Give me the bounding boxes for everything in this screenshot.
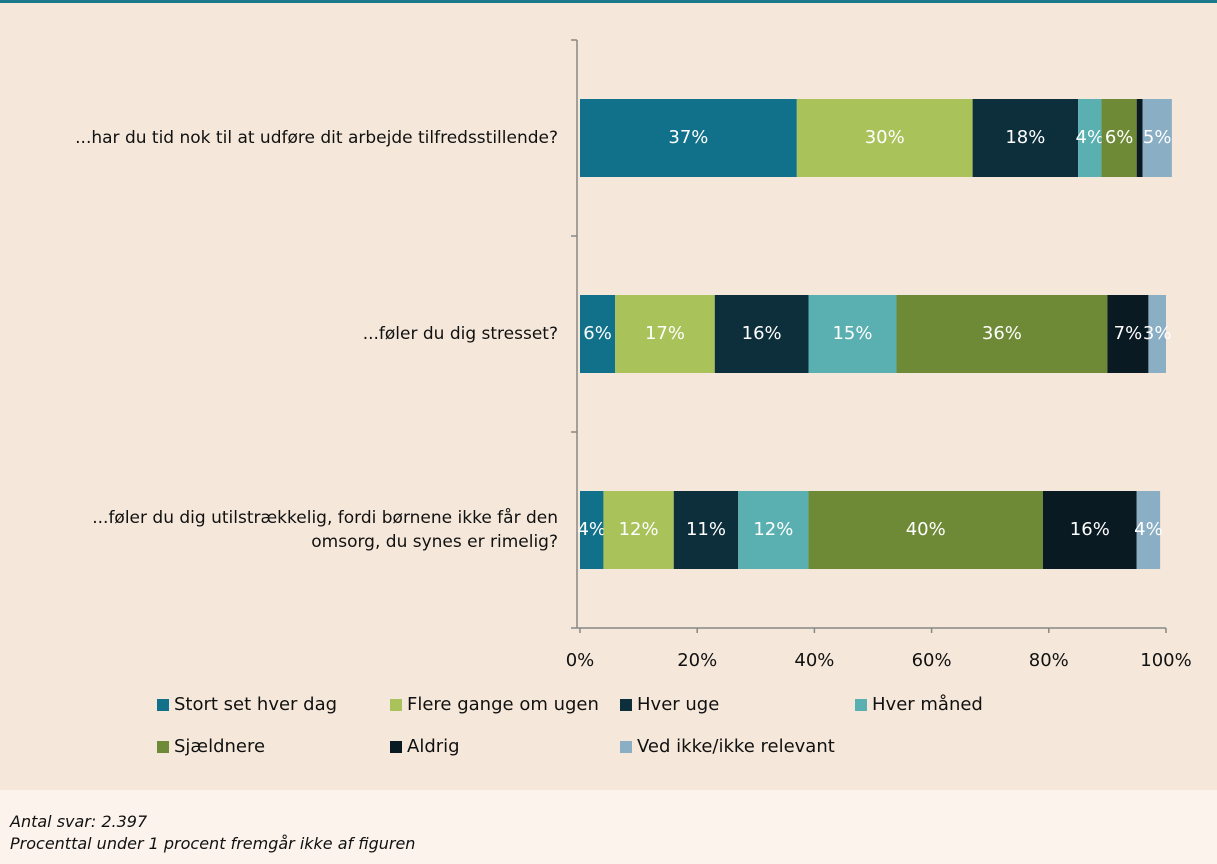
legend-swatch bbox=[620, 741, 632, 753]
data-label: 40% bbox=[906, 519, 946, 540]
x-tick-label: 100% bbox=[1140, 650, 1191, 671]
legend-swatch bbox=[855, 699, 867, 711]
x-tick-label: 40% bbox=[794, 650, 834, 671]
data-label: 6% bbox=[583, 323, 612, 344]
bar-segment bbox=[808, 295, 897, 373]
bar-segment bbox=[1078, 99, 1102, 177]
bar-segment bbox=[1136, 99, 1143, 177]
legend-label: Sjældnere bbox=[174, 736, 265, 757]
bar-segment bbox=[580, 295, 616, 373]
legend-swatch bbox=[157, 741, 169, 753]
data-label: 11% bbox=[686, 519, 726, 540]
bar-segment bbox=[972, 99, 1079, 177]
x-tick-label: 0% bbox=[566, 650, 595, 671]
legend-label: Stort set hver dag bbox=[174, 694, 337, 715]
data-label: 5% bbox=[1143, 127, 1172, 148]
x-tick-label: 20% bbox=[677, 650, 717, 671]
bar-segment bbox=[738, 491, 809, 569]
data-label: 16% bbox=[742, 323, 782, 344]
bar-segment bbox=[808, 491, 1043, 569]
bar-segment bbox=[1136, 491, 1161, 569]
legend-label: Flere gange om ugen bbox=[407, 694, 599, 715]
data-label: 18% bbox=[1005, 127, 1045, 148]
bar-segment bbox=[673, 491, 739, 569]
legend-swatch bbox=[157, 699, 169, 711]
category-label: ...har du tid nok til at udføre dit arbe… bbox=[75, 128, 558, 148]
legend-label: Aldrig bbox=[407, 736, 460, 757]
bar-segment bbox=[603, 491, 674, 569]
footnote: Antal svar: 2.397 bbox=[10, 812, 148, 831]
x-tick-label: 60% bbox=[912, 650, 952, 671]
data-label: 15% bbox=[832, 323, 872, 344]
data-label: 36% bbox=[982, 323, 1022, 344]
data-label: 17% bbox=[645, 323, 685, 344]
bar-segment bbox=[896, 295, 1108, 373]
bar-segment bbox=[1148, 295, 1166, 373]
bar-segment bbox=[796, 99, 973, 177]
data-label: 16% bbox=[1070, 519, 1110, 540]
data-label: 3% bbox=[1143, 323, 1172, 344]
bar-segment bbox=[615, 295, 715, 373]
data-label: 4% bbox=[1076, 127, 1105, 148]
legend-label: Hver måned bbox=[872, 694, 983, 715]
data-label: 4% bbox=[577, 519, 606, 540]
legend-label: Hver uge bbox=[637, 694, 719, 715]
data-label: 37% bbox=[668, 127, 708, 148]
footnote: Procenttal under 1 procent fremgår ikke … bbox=[10, 834, 416, 853]
data-label: 4% bbox=[1134, 519, 1163, 540]
bar-segment bbox=[1107, 295, 1149, 373]
legend-swatch bbox=[390, 741, 402, 753]
bar-segment bbox=[580, 99, 797, 177]
category-label: ...føler du dig stresset? bbox=[362, 324, 558, 344]
x-tick-label: 80% bbox=[1029, 650, 1069, 671]
bar-segment bbox=[580, 491, 604, 569]
legend-label: Ved ikke/ikke relevant bbox=[637, 736, 835, 757]
bar-segment bbox=[714, 295, 809, 373]
data-label: 12% bbox=[619, 519, 659, 540]
bar-segment bbox=[1042, 491, 1137, 569]
top-border bbox=[0, 0, 1217, 3]
data-label: 12% bbox=[753, 519, 793, 540]
bar-segment bbox=[1101, 99, 1137, 177]
legend-swatch bbox=[620, 699, 632, 711]
bar-segment bbox=[1142, 99, 1172, 177]
data-label: 6% bbox=[1105, 127, 1134, 148]
data-label: 30% bbox=[865, 127, 905, 148]
category-label: ...føler du dig utilstrækkelig, fordi bø… bbox=[92, 508, 558, 552]
legend-swatch bbox=[390, 699, 402, 711]
data-label: 7% bbox=[1114, 323, 1143, 344]
